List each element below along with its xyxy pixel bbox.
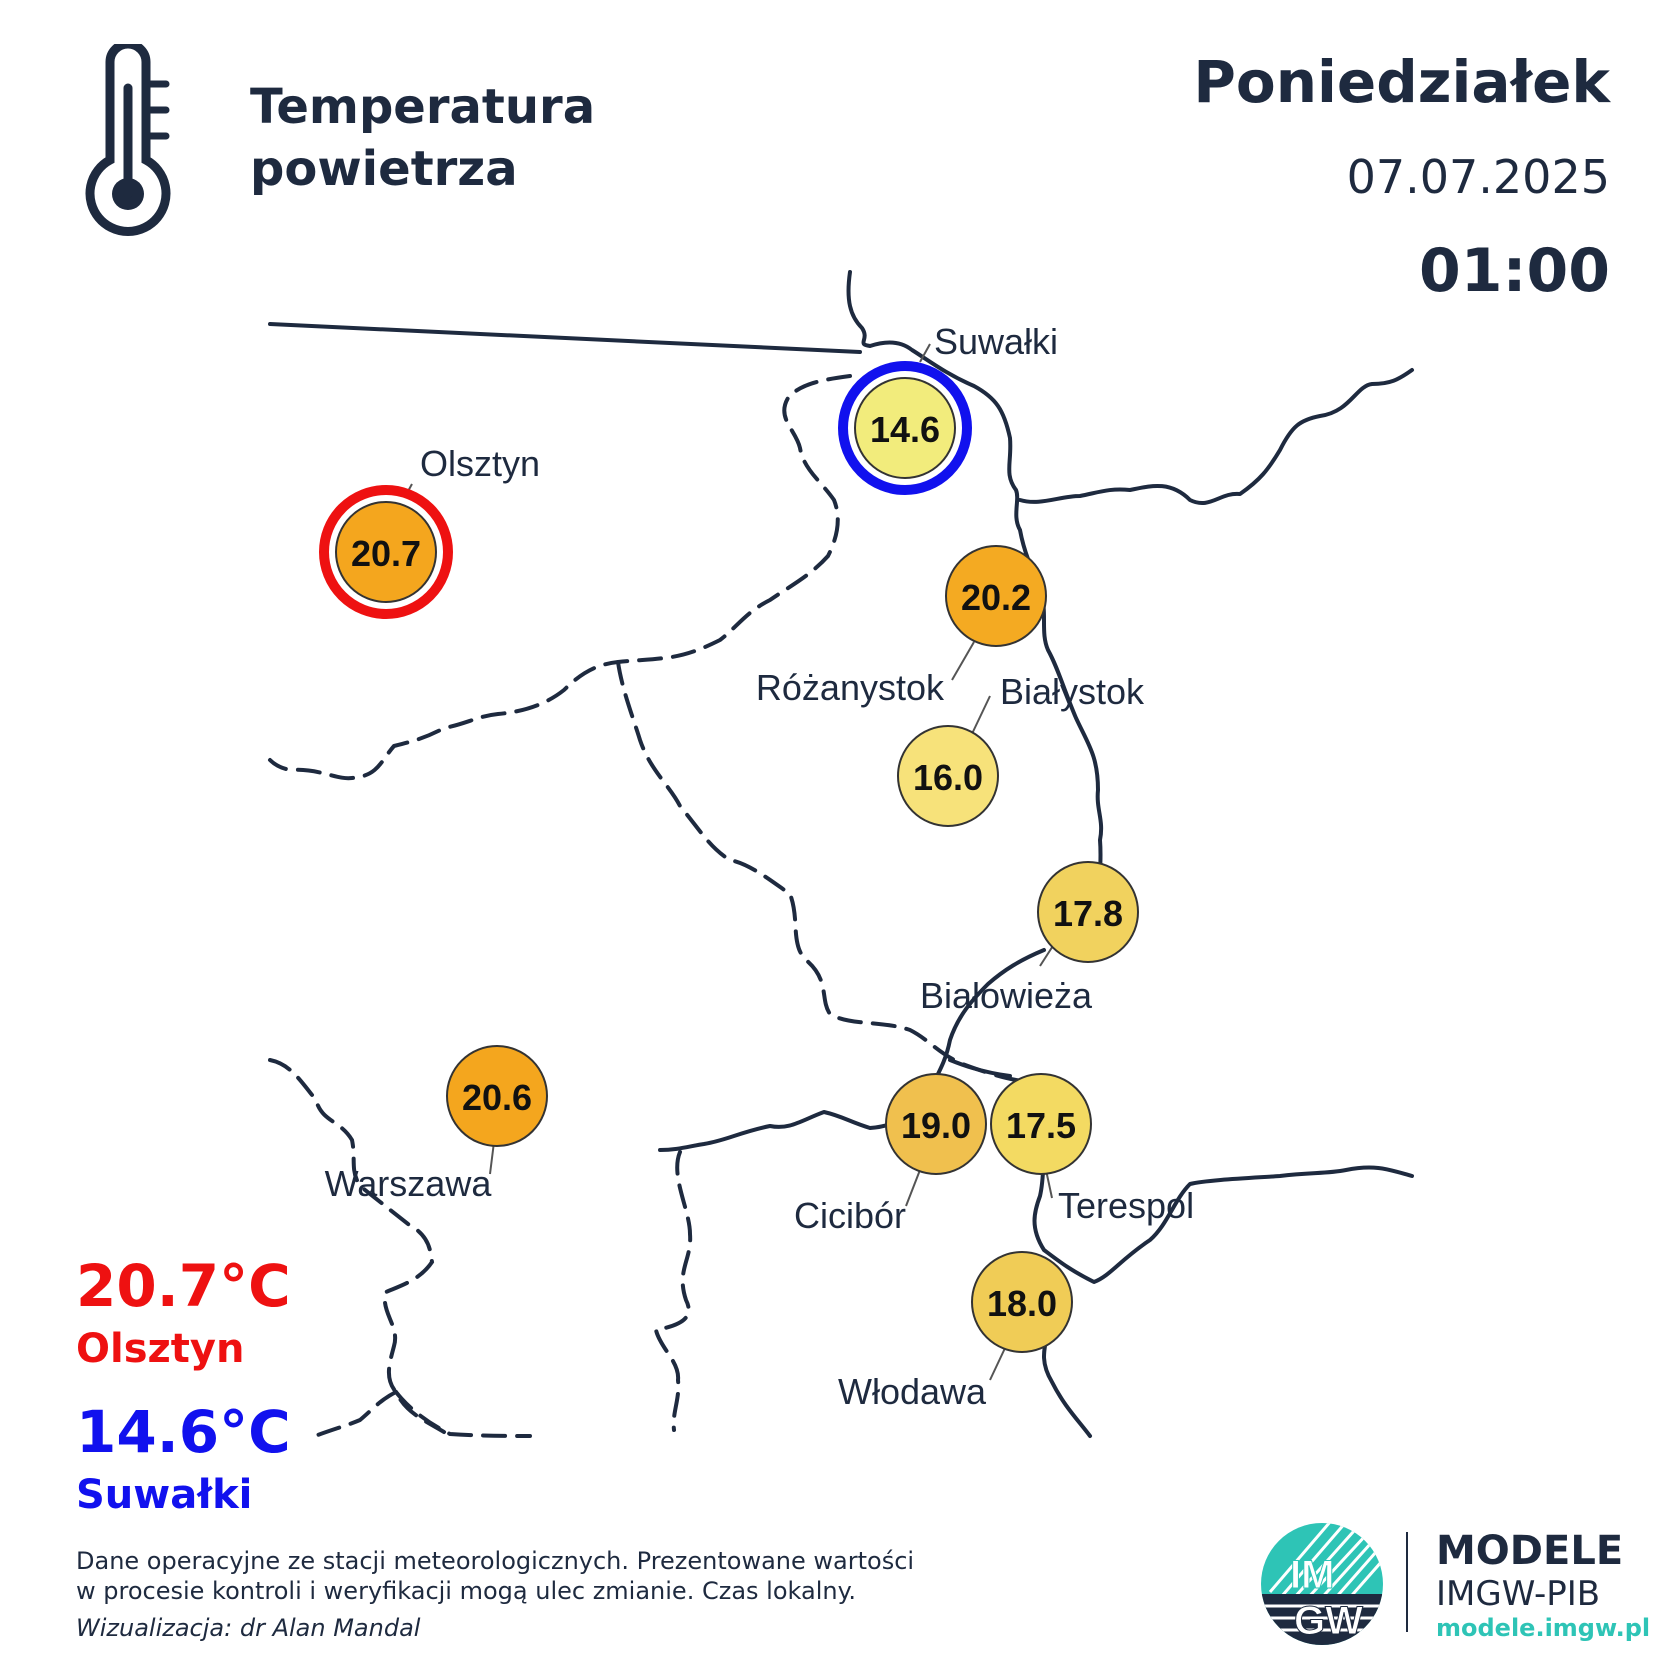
station-name: Różanystok [756,667,945,708]
station-value: 17.5 [1006,1105,1076,1146]
station-value: 17.8 [1053,893,1123,934]
imgw-logo: IM GW [1261,1523,1383,1645]
station-marker [945,545,1047,647]
brand-subtitle: IMGW-PIB [1436,1574,1601,1614]
max-temperature-value: 20.7°C [76,1252,291,1320]
station-value: 18.0 [987,1283,1057,1324]
footnote-line-1: Dane operacyjne ze stacji meteorologiczn… [76,1547,915,1575]
page-title: Temperatura powietrza [250,76,595,200]
station-marker [446,1045,548,1147]
station-value: 20.7 [351,533,421,574]
station-olsztyn[interactable]: 20.7 Olsztyn [319,443,540,619]
station-terespol[interactable]: 17.5 Terespol [990,1073,1194,1226]
station-value: 16.0 [913,757,983,798]
station-bialowieza[interactable]: 17.8 Białowieża [920,861,1139,1016]
dashed-border-warmia [268,374,852,781]
voivodeship-lines [268,374,1032,1440]
station-name: Olsztyn [420,443,540,484]
dashed-border-lublin [653,1150,693,1432]
national-border-north [268,322,862,354]
station-wlodawa[interactable]: 18.0 Włodawa [838,1251,1073,1412]
brand-url[interactable]: modele.imgw.pl [1436,1614,1651,1642]
national-border-lithuania [846,270,1104,902]
day-of-week: Poniedziałek [1193,48,1610,116]
river-bug [658,948,1046,1152]
station-name: Białowieża [920,975,1093,1016]
min-temperature-value: 14.6°C [76,1398,291,1466]
dashed-border-sw [308,1390,398,1440]
title-line-2: powietrza [250,141,518,197]
dashed-border-mazovia [268,1058,446,1434]
border-lines [268,270,1414,1438]
station-name: Włodawa [838,1371,987,1412]
station-name: Warszawa [325,1163,493,1204]
station-value: 20.2 [961,577,1031,618]
time-label: 01:00 [1419,236,1610,306]
footnote: Dane operacyjne ze stacji meteorologiczn… [76,1546,936,1606]
station-name: Cicibór [794,1195,906,1236]
station-value: 20.6 [462,1077,532,1118]
title-line-1: Temperatura [250,79,596,135]
station-suwalki[interactable]: 14.6 Suwałki [838,321,1058,495]
station-name: Terespol [1058,1185,1194,1226]
dashed-border-central [616,660,1032,1084]
station-marker [897,725,999,827]
date-label: 07.07.2025 [1346,150,1610,204]
station-marker [1037,861,1139,963]
station-rozanystok[interactable]: 20.2 Różanystok [756,545,1047,708]
credit: Wizualizacja: dr Alan Mandal [76,1614,421,1642]
station-marker [885,1073,987,1175]
logo-text-bottom: GW [1294,1599,1363,1643]
station-bialystok[interactable]: 16.0 Białystok [897,671,1145,827]
dashed-border-s [394,1390,532,1438]
min-temperature-station: Suwałki [76,1472,253,1518]
station-value: 19.0 [901,1105,971,1146]
max-temperature-station: Olsztyn [76,1326,245,1372]
station-name: Suwałki [934,321,1058,362]
station-warszawa[interactable]: 20.6 Warszawa [325,1045,548,1204]
national-border-belarus-north [1018,368,1414,505]
station-cicibor[interactable]: 19.0 Cicibór [794,1073,987,1236]
station-marker [854,377,956,479]
footnote-line-2: w procesie kontroli i weryfikacji mogą u… [76,1577,856,1605]
station-marker [990,1073,1092,1175]
thermometer-icon [85,44,171,236]
station-marker [971,1251,1073,1353]
river-bug-south [1032,1128,1414,1284]
brand-divider [1406,1532,1408,1632]
logo-text-top: IM [1290,1553,1334,1597]
station-name: Białystok [1000,671,1145,712]
station-value: 14.6 [870,409,940,450]
brand-title: MODELE [1436,1528,1624,1574]
station-marker [335,501,437,603]
